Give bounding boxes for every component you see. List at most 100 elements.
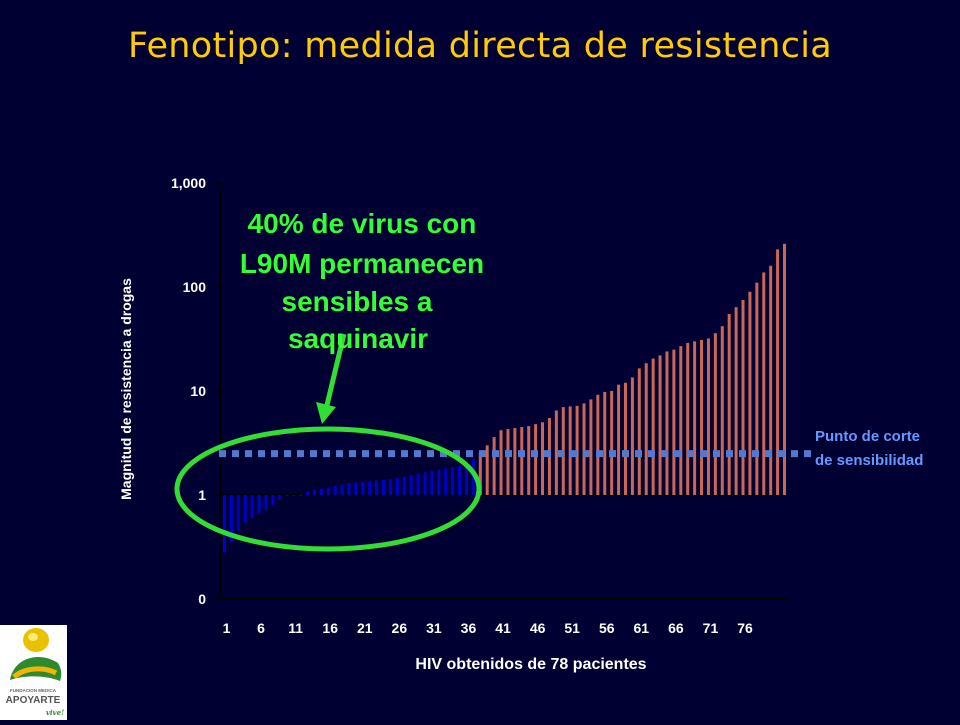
y-tick-label: 100 [183,279,207,295]
annotation-line-4: saquinavir [288,323,428,354]
bar [243,495,247,523]
bar [520,427,524,495]
bar [776,249,780,495]
bar [554,410,558,495]
bar [423,472,427,495]
annotation-line-2: L90M permanecen [240,248,484,279]
bar [541,422,545,495]
bar [492,437,496,495]
x-tick-label: 41 [495,620,511,636]
annotation-line-3: sensibles a [282,286,433,317]
bar [340,484,344,495]
bar [741,299,745,495]
bar [762,272,766,495]
bar [575,405,579,495]
bar [416,473,420,495]
bar [783,243,786,495]
bar [388,479,392,495]
bar [665,351,669,495]
bar [437,469,441,495]
x-tick-label: 36 [461,620,477,636]
bar [292,495,296,496]
bar [513,428,517,495]
bar [506,429,510,495]
bar [368,481,372,495]
bar [305,491,309,495]
bar [347,483,351,495]
cutoff-label-line-2: de sensibilidad [815,452,923,469]
bar [693,341,697,495]
bar [720,326,724,495]
x-tick-label: 26 [392,620,408,636]
bar [651,358,655,495]
bar [700,339,704,495]
x-tick-label: 46 [530,620,546,636]
bar [617,384,621,495]
x-tick-label: 56 [599,620,615,636]
bar [748,291,752,495]
bar [395,478,399,495]
bar [312,489,316,495]
bar [444,468,448,495]
y-tick-label: 1 [198,487,206,503]
bar [589,399,593,495]
bar [382,479,386,495]
bar [333,486,337,495]
bar [596,394,600,495]
bar [285,495,289,496]
bar [375,480,379,495]
slide-title: Fenotipo: medida directa de resistencia [127,26,833,66]
x-tick-label: 21 [357,620,373,636]
bar [755,282,759,495]
x-tick-label: 51 [564,620,580,636]
bar [430,471,434,495]
x-axis-label: HIV obtenidos de 78 pacientes [415,656,646,673]
bar [278,495,282,500]
bar [299,495,303,496]
x-tick-label: 31 [426,620,442,636]
x-tick-label: 16 [322,620,338,636]
bar [250,495,254,519]
bar [727,314,731,495]
bar [534,424,538,495]
x-tick-label: 76 [737,620,753,636]
bar [223,495,226,553]
bar [610,391,614,495]
bar [478,451,482,495]
bar [402,476,406,495]
bar [658,355,662,495]
annotation-arrow [324,333,347,406]
bar [623,382,627,495]
x-tick-label: 61 [634,620,650,636]
bar [769,265,773,495]
bar [451,467,455,495]
bar [236,495,240,532]
bar [319,488,323,495]
bar [229,495,233,542]
y-tick-label: 0 [198,591,206,607]
bar [458,466,462,495]
y-tick-label: 1,000 [171,175,206,191]
annotation-line-1: 40% de virus con [248,208,477,239]
bar [672,349,676,495]
bar [361,481,365,495]
bar [354,482,358,495]
bar [527,426,531,495]
bar [734,307,738,495]
y-axis-label: Magnitud de resistencia a drogas [118,278,134,500]
cutoff-label-line-1: Punto de corte [815,428,920,445]
x-tick-label: 71 [703,620,719,636]
bar [603,391,607,495]
y-tick-label: 10 [190,383,206,399]
bar [485,445,489,495]
bar [706,338,710,495]
bar [630,377,634,495]
logo-tag-text: vive! [46,708,64,717]
highlight-ellipse [174,426,482,552]
bar [264,495,268,510]
bar [271,495,275,506]
logo-main-text: APOYARTE [6,695,61,706]
bar [637,368,641,495]
bar [326,487,330,495]
